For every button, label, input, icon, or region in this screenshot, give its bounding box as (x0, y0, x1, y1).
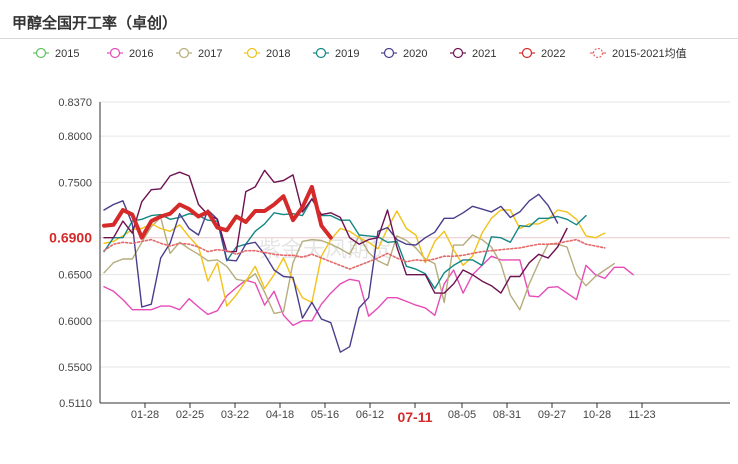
series-line-2021 (103, 169, 568, 294)
y-tick-label: 0.6000 (58, 316, 92, 328)
axes: 0.8370 0.8000 0.7500 0.6900 0.6500 0.6000 0.55… (49, 97, 730, 425)
legend-item-2021: 2021 (450, 47, 496, 60)
legend-label: 2020 (403, 48, 427, 60)
series-line-2020 (103, 193, 559, 353)
series-line-2015-2021均值 (103, 238, 606, 270)
legend-label: 2017 (198, 48, 222, 60)
x-tick-label-highlight: 07-11 (397, 409, 432, 425)
legend-swatch-marker (109, 47, 121, 59)
y-tick-label: 0.5500 (58, 362, 92, 374)
legend-label: 2018 (266, 48, 290, 60)
legend-swatch-marker (383, 47, 395, 59)
legend-item-2019: 2019 (313, 47, 359, 60)
x-tick-label: 02-25 (176, 409, 204, 421)
legend-item-2022: 2022 (519, 47, 565, 60)
x-tick-label: 11-23 (628, 409, 655, 421)
legend-item-2015: 2015 (33, 47, 79, 60)
x-tick-label: 04-18 (266, 409, 294, 421)
x-tick-label: 10-28 (583, 409, 611, 421)
legend-item-2020: 2020 (381, 47, 427, 60)
legend-item-2017: 2017 (176, 47, 222, 60)
legend-swatch-marker (246, 47, 258, 59)
legend-label: 2016 (129, 48, 153, 60)
legend-label: 2015 (55, 48, 79, 60)
legend-swatch-marker (35, 47, 47, 59)
legend-item-2018: 2018 (244, 47, 290, 60)
y-tick-label: 0.8370 (58, 97, 92, 109)
series-line-2019 (103, 198, 587, 290)
series-line-2016 (103, 255, 634, 327)
legend-label: 2015-2021均值 (612, 47, 687, 60)
legend-label: 2019 (335, 48, 359, 60)
legend-item-2016: 2016 (107, 47, 153, 60)
legend-item-2015-2021均值: 2015-2021均值 (590, 47, 687, 60)
x-tick-label: 05-16 (311, 409, 339, 421)
legend: 2015 2016 2017 2018 2019 2020 2021 2022 2015-202… (33, 47, 687, 60)
x-tick-label: 03-22 (221, 409, 249, 421)
series-line-2018 (103, 209, 606, 307)
y-tick-label: 0.7500 (58, 177, 92, 189)
x-tick-label: 06-12 (356, 409, 384, 421)
legend-swatch-marker (521, 47, 533, 59)
title-divider (0, 38, 738, 39)
x-tick-label: 01-28 (131, 409, 159, 421)
x-tick-label: 08-31 (493, 409, 521, 421)
series-layer (102, 169, 634, 353)
y-tick-label-highlight: 0.6900 (49, 230, 92, 246)
legend-swatch-marker (178, 47, 190, 59)
legend-swatch-marker (315, 47, 327, 59)
legend-label: 2022 (541, 48, 565, 60)
series-line-2022 (102, 184, 333, 240)
x-tick-label: 09-27 (538, 409, 566, 421)
chart-title: 甲醇全国开工率（卓创） (12, 14, 178, 32)
legend-swatch-marker (452, 47, 464, 59)
legend-label: 2021 (472, 48, 496, 60)
y-tick-label: 0.6500 (58, 270, 92, 282)
y-tick-label: 0.8000 (58, 131, 92, 143)
legend-swatch-marker (592, 47, 604, 59)
x-tick-label: 08-05 (448, 409, 476, 421)
series-line-2017 (103, 216, 615, 315)
y-tick-label: 0.5110 (59, 398, 92, 410)
